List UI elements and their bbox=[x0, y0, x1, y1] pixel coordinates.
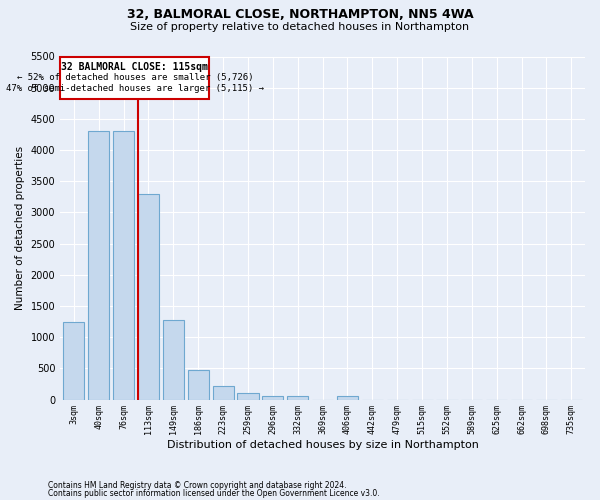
Bar bbox=[238, 394, 259, 400]
Bar bbox=[63, 322, 85, 400]
Bar bbox=[337, 396, 358, 400]
Bar bbox=[88, 132, 109, 400]
Bar bbox=[262, 396, 283, 400]
Bar bbox=[163, 320, 184, 400]
Text: ← 52% of detached houses are smaller (5,726): ← 52% of detached houses are smaller (5,… bbox=[17, 74, 253, 82]
X-axis label: Distribution of detached houses by size in Northampton: Distribution of detached houses by size … bbox=[167, 440, 479, 450]
Text: 47% of semi-detached houses are larger (5,115) →: 47% of semi-detached houses are larger (… bbox=[6, 84, 264, 93]
Text: 32, BALMORAL CLOSE, NORTHAMPTON, NN5 4WA: 32, BALMORAL CLOSE, NORTHAMPTON, NN5 4WA bbox=[127, 8, 473, 20]
Text: Contains HM Land Registry data © Crown copyright and database right 2024.: Contains HM Land Registry data © Crown c… bbox=[48, 481, 347, 490]
Y-axis label: Number of detached properties: Number of detached properties bbox=[15, 146, 25, 310]
Text: 32 BALMORAL CLOSE: 115sqm: 32 BALMORAL CLOSE: 115sqm bbox=[61, 62, 208, 72]
Text: Size of property relative to detached houses in Northampton: Size of property relative to detached ho… bbox=[130, 22, 470, 32]
Bar bbox=[212, 386, 233, 400]
Bar bbox=[113, 132, 134, 400]
Bar bbox=[138, 194, 159, 400]
FancyBboxPatch shape bbox=[60, 56, 209, 99]
Text: Contains public sector information licensed under the Open Government Licence v3: Contains public sector information licen… bbox=[48, 488, 380, 498]
Bar bbox=[287, 396, 308, 400]
Bar bbox=[188, 370, 209, 400]
